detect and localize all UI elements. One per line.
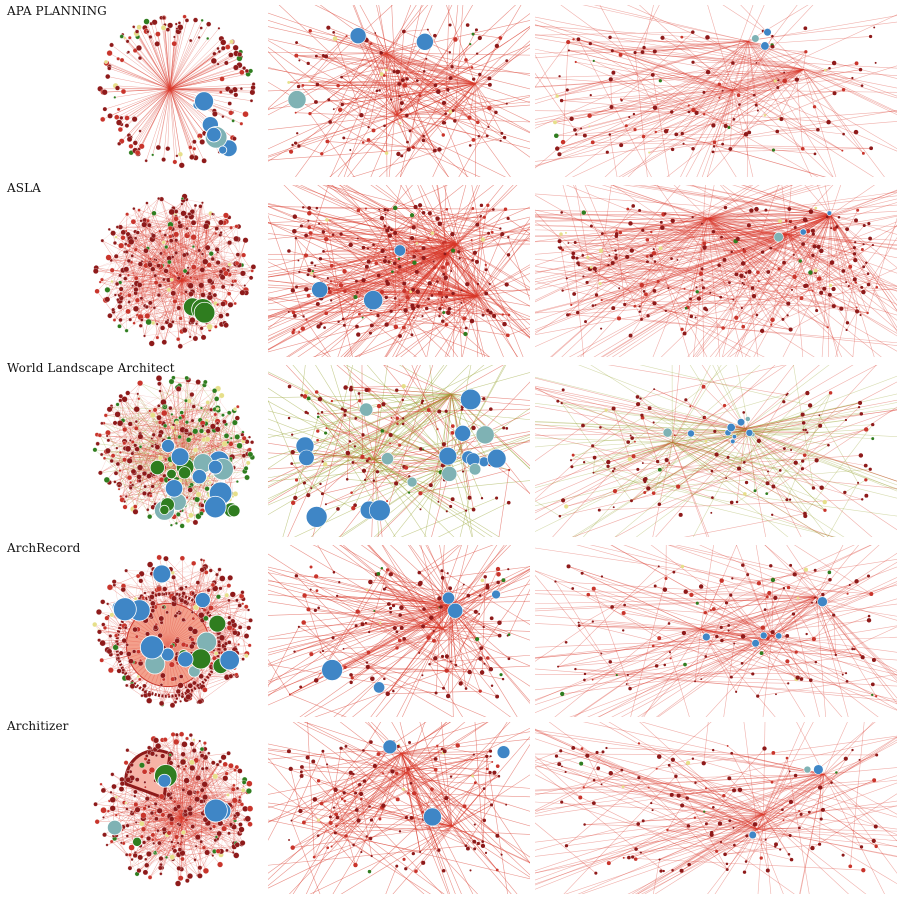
network-panel-apa-planning-graph [97,14,256,169]
network-panel-archrecord-map-overview [535,545,897,717]
nodes [287,23,509,158]
network-panel-asla-graph [92,193,257,349]
nodes [92,375,255,529]
network-panel-asla-map-overview [535,185,897,357]
network-panel-archrecord-graph [92,554,253,709]
nodes [556,384,875,519]
nodes [557,204,879,338]
network-panel-apa-planning-map-detail [268,5,530,177]
edges [268,722,530,894]
network-panel-architizer-graph [93,731,254,887]
nodes [553,26,877,157]
edges [535,365,897,537]
row-label-architizer: Architizer [7,719,69,733]
network-panel-archrecord-map-detail [268,545,530,717]
edges [535,545,897,717]
network-panel-architizer-map-overview [535,722,897,894]
row-label-asla: ASLA [7,181,41,195]
edges [535,722,897,894]
network-panel-architizer-map-detail [268,722,530,894]
row-label-world-landscape-architect: World Landscape Architect [7,361,175,375]
edges [268,365,530,537]
row-label-archrecord: ArchRecord [7,541,81,555]
network-panel-world-landscape-architect-map-detail [268,365,530,537]
edges [535,185,897,357]
edges [535,5,897,177]
nodes [554,563,878,698]
nodes [92,193,257,349]
edges [95,196,254,347]
edges [268,185,530,357]
nodes [288,565,511,699]
nodes [97,14,256,169]
nodes [93,731,254,887]
nodes [554,742,879,875]
network-panel-apa-planning-map-overview [535,5,897,177]
row-label-apa-planning: APA PLANNING [7,4,107,18]
network-panel-asla-map-detail [268,185,530,357]
network-panel-world-landscape-architect-map-overview [535,365,897,537]
nodes [92,554,253,709]
edges [94,557,251,706]
nodes [287,383,511,528]
edges [268,545,530,717]
nodes [287,203,511,338]
nodes [286,739,511,874]
edges [100,16,254,166]
edges [268,5,530,177]
network-panel-world-landscape-architect-graph [92,375,255,529]
